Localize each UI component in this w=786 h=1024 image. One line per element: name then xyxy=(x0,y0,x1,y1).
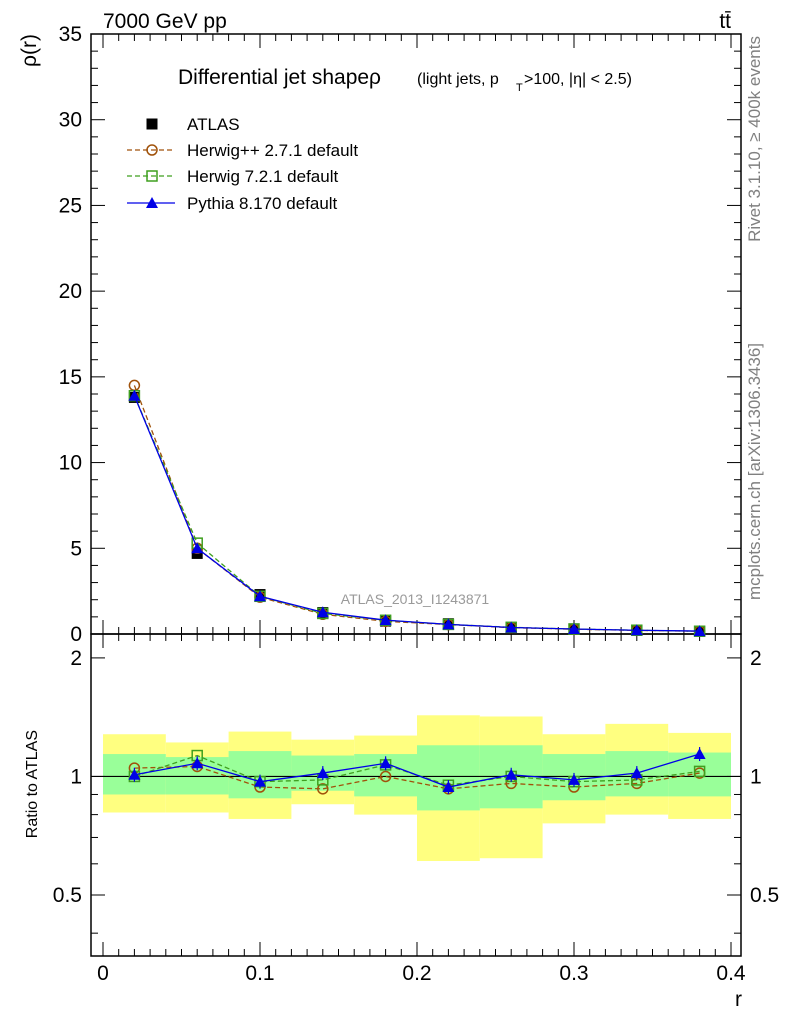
point-3-9 xyxy=(693,625,706,637)
ratio-point-3-6 xyxy=(505,768,518,780)
ratio-point-3-5 xyxy=(442,781,455,793)
ratio-point-3-3 xyxy=(316,767,329,779)
legend-label-0: ATLAS xyxy=(187,115,240,134)
x-tick-label: 0.4 xyxy=(716,962,746,985)
point-3-3 xyxy=(316,606,329,618)
chart-title: Differential jet shapeρ xyxy=(178,66,381,89)
ratio-point-3-8 xyxy=(630,767,643,779)
legend-marker-3 xyxy=(146,197,158,208)
legend: ATLAS Herwig++ 2.7.1 default Herwig 7.2.1 … xyxy=(127,115,358,213)
point-3-2 xyxy=(254,590,266,602)
ratio-tick-label-right: 2 xyxy=(750,647,762,670)
point-3-6 xyxy=(505,621,518,633)
axes: 0 0.1 0.2 0.3 0.4 0 5 10 15 20 25 30 35 0.5 0.5 1 1 2 2 xyxy=(53,23,779,985)
ratio-tick-label: 0.5 xyxy=(53,884,82,907)
point-3-0 xyxy=(128,389,141,401)
y-tick-label: 20 xyxy=(59,280,82,303)
y-tick-label: 35 xyxy=(59,23,82,46)
y-tick-label: 15 xyxy=(59,366,82,389)
chart-title-sub-a: (light jets, p xyxy=(417,71,499,88)
ratio-point-3-2 xyxy=(254,775,266,787)
x-tick-label: 0.1 xyxy=(245,962,274,985)
y-axis-label: ρ(r) xyxy=(18,34,41,67)
ratio-series-3 xyxy=(128,747,706,795)
legend-label-2: Herwig 7.2.1 default xyxy=(187,167,338,186)
mcplots-label: mcplots.cern.ch [arXiv:1306.3436] xyxy=(745,343,764,600)
analysis-watermark: ATLAS_2013_I1243871 xyxy=(341,591,490,607)
ratio-frame xyxy=(90,633,742,957)
ratio-point-1-3 xyxy=(317,783,329,795)
point-3-5 xyxy=(442,618,455,630)
header-right: tt̄ xyxy=(719,10,731,33)
chart-title-sub-c: >100, |η| < 2.5) xyxy=(524,71,632,88)
ratio-axis-label: Ratio to ATLAS xyxy=(24,730,41,838)
legend-marker-1 xyxy=(146,144,158,156)
y-tick-label: 10 xyxy=(59,452,82,475)
ratio-tick-label-right: 0.5 xyxy=(750,884,779,907)
ratio-line-3 xyxy=(134,753,700,788)
series-line-3 xyxy=(133,395,700,632)
y-tick-label: 25 xyxy=(59,194,82,217)
legend-label-3: Pythia 8.170 default xyxy=(187,194,338,213)
series-layer xyxy=(128,379,706,795)
ratio-point-2-9 xyxy=(693,765,706,778)
point-3-4 xyxy=(379,614,392,626)
point-3-7 xyxy=(568,623,580,635)
ratio-tick-label-right: 1 xyxy=(750,765,762,788)
x-tick-label: 0.3 xyxy=(559,962,588,985)
ratio-tick-label: 1 xyxy=(70,765,82,788)
header-left: 7000 GeV pp xyxy=(103,10,227,33)
ratio-point-1-4 xyxy=(379,770,392,783)
x-tick-label: 0 xyxy=(97,962,109,985)
rivet-label: Rivet 3.1.10, ≥ 400k events xyxy=(745,36,764,242)
point-3-8 xyxy=(630,624,643,636)
legend-label-1: Herwig++ 2.7.1 default xyxy=(187,141,358,160)
x-tick-label: 0.2 xyxy=(402,962,431,985)
ratio-point-3-0 xyxy=(128,768,141,780)
ratio-point-3-1 xyxy=(191,757,204,769)
ratio-point-3-9 xyxy=(693,748,706,760)
ratio-point-3-4 xyxy=(379,757,392,769)
ratio-line-2 xyxy=(134,754,700,786)
legend-marker-0 xyxy=(146,118,158,130)
legend-marker-2 xyxy=(146,170,158,182)
point-3-1 xyxy=(191,542,204,554)
x-axis-label: r xyxy=(735,988,742,1011)
chart-title-sub-b: T xyxy=(516,82,523,94)
ratio-bands xyxy=(103,715,731,861)
y-tick-label: 0 xyxy=(70,623,82,646)
series-3 xyxy=(128,389,706,637)
y-tick-label: 5 xyxy=(70,537,82,560)
ratio-tick-label: 2 xyxy=(70,647,82,670)
ratio-point-3-7 xyxy=(568,773,580,785)
y-tick-label: 30 xyxy=(59,109,82,132)
